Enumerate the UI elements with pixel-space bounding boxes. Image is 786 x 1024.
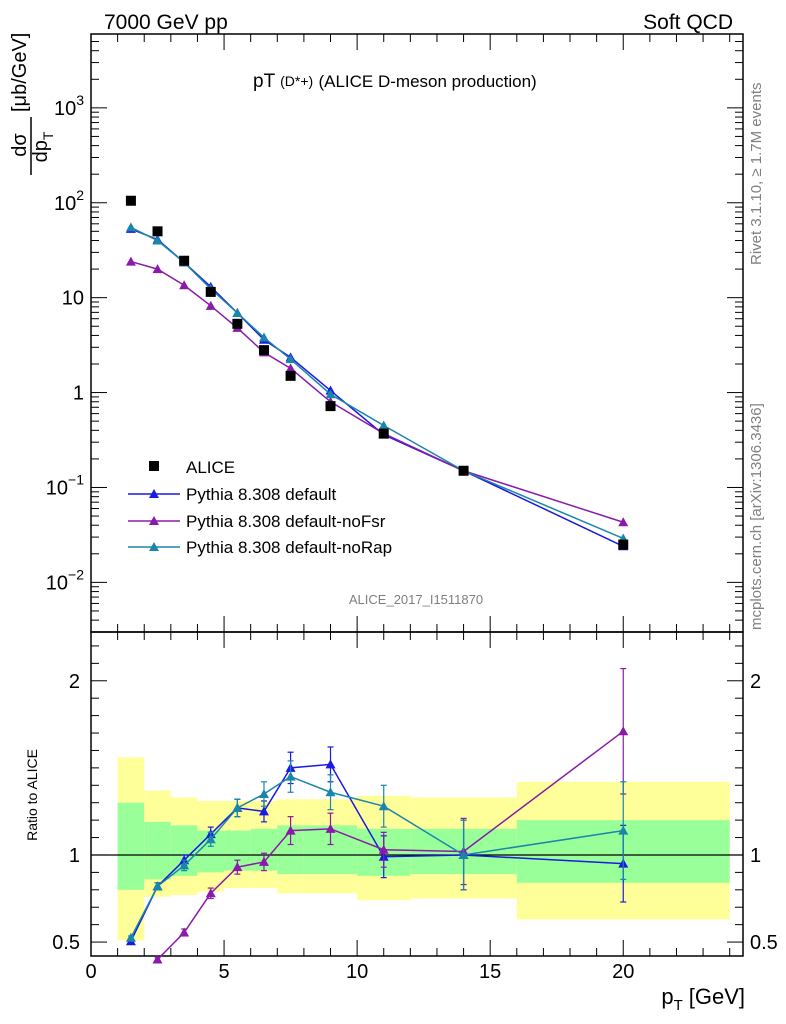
main-series-point-2 — [125, 222, 136, 232]
ratio-series-point-1 — [285, 825, 296, 835]
ratio-series-point-2 — [285, 771, 296, 781]
main-series-point-2 — [258, 332, 269, 342]
ratio-series-point-2 — [179, 860, 190, 870]
ratio-series-point-1 — [179, 927, 190, 937]
x-axis-label: pT [GeV] — [661, 984, 745, 1014]
main-series-point-2 — [285, 354, 296, 364]
x-tick-label: 5 — [218, 961, 229, 983]
x-tick-label: 0 — [85, 961, 96, 983]
ratio-series-point-2 — [125, 932, 136, 942]
main-series-point-2 — [325, 389, 336, 399]
data-point — [378, 428, 389, 439]
main-y-axis-label: dσ dpT [μb/GeV] — [9, 33, 56, 175]
y-tick-label: 10 — [62, 288, 84, 310]
ratio-series-point-2 — [618, 825, 629, 835]
ratio-series-point-1 — [258, 856, 269, 866]
ratio-series-point-1 — [232, 862, 243, 872]
main-series-line-1 — [130, 260, 624, 523]
legend-marker-data — [149, 461, 159, 471]
data-point — [125, 195, 136, 206]
x-tick-label: 15 — [479, 961, 501, 983]
legend-label-data: ALICE — [186, 458, 235, 477]
main-series-point-2 — [152, 235, 163, 245]
main-series-point-1 — [125, 256, 136, 266]
ratio-series-point-1 — [205, 888, 216, 898]
main-title-pt: pT — [253, 71, 276, 92]
ratio-y-tick-label-right: 1 — [750, 845, 761, 867]
x-tick-label: 20 — [612, 961, 634, 983]
ratio-series-point-0 — [258, 806, 269, 816]
legend-label-1: Pythia 8.308 default-noFsr — [186, 512, 386, 531]
band-inner-0 — [117, 802, 145, 890]
data-point — [232, 318, 243, 329]
y-tick-label: 10−2 — [46, 566, 84, 594]
ylabel-numerator: dσ — [9, 133, 31, 157]
ratio-series-point-2 — [378, 801, 389, 811]
main-title-rest: (ALICE D-meson production) — [318, 72, 536, 91]
y-tick-label: 103 — [54, 92, 84, 120]
main-series-point-1 — [205, 300, 216, 310]
ylabel-unit: [μb/GeV] — [9, 33, 31, 112]
main-series-point-1 — [285, 363, 296, 373]
ratio-y-tick-label-right: 2 — [750, 671, 761, 693]
legend-label-2: Pythia 8.308 default-noRap — [186, 538, 392, 557]
ratio-series-point-2 — [258, 789, 269, 798]
ratio-y-tick-label: 2 — [69, 671, 80, 693]
ratio-panel: 0 5 10 15 20 0.5 0.5 1 1 2 2 — [52, 631, 778, 983]
y-tick-label: 10−1 — [46, 471, 84, 499]
y-tick-label: 102 — [54, 187, 84, 215]
ratio-y-axis-label: Ratio to ALICE — [24, 749, 40, 841]
ratio-uncertainty-bands — [117, 757, 730, 941]
data-point — [458, 465, 469, 476]
data-point — [152, 226, 163, 237]
data-point — [205, 286, 216, 297]
ratio-y-tick-label-right: 0.5 — [750, 932, 778, 954]
ratio-series-point-1 — [152, 954, 163, 964]
legend: ALICE Pythia 8.308 default Pythia 8.308 de… — [128, 458, 392, 557]
legend-marker-0 — [149, 489, 159, 498]
analysis-label: ALICE_2017_I1511870 — [349, 592, 483, 607]
ratio-series-point-1 — [325, 823, 336, 833]
main-series-point-1 — [618, 517, 629, 527]
data-point — [179, 255, 190, 266]
ratio-y-tick-label: 1 — [69, 845, 80, 867]
y-tick-label: 1 — [73, 383, 84, 405]
x-tick-label: 10 — [346, 961, 368, 983]
ratio-series-point-2 — [232, 802, 243, 812]
legend-marker-2 — [149, 542, 159, 551]
mcplots-label: mcplots.cern.ch [arXiv:1306.3436] — [748, 403, 765, 630]
data-point — [618, 539, 629, 550]
main-series-point-1 — [152, 264, 163, 274]
ratio-series-point-2 — [152, 881, 163, 891]
main-series-point-2 — [232, 307, 243, 317]
ratio-series-point-0 — [325, 759, 336, 769]
data-point — [325, 401, 336, 412]
ratio-series-point-1 — [618, 726, 629, 736]
rivet-label: Rivet 3.1.10, ≥ 1.7M events — [748, 83, 765, 266]
ylabel-denominator: dpT — [30, 131, 56, 162]
ratio-series-line-1 — [156, 730, 624, 961]
ratio-series-point-2 — [458, 849, 469, 859]
main-title: pT (D*+) (ALICE D-meson production) — [253, 70, 537, 92]
header-right: Soft QCD — [643, 11, 733, 34]
header-left: 7000 GeV pp — [104, 11, 228, 34]
ratio-series-point-1 — [378, 844, 389, 854]
ratio-y-tick-label: 0.5 — [52, 932, 80, 954]
data-point — [285, 370, 296, 381]
legend-label-0: Pythia 8.308 default — [186, 485, 337, 504]
ratio-frame — [90, 631, 744, 957]
data-point — [258, 345, 269, 356]
band-inner-1 — [144, 821, 171, 880]
main-title-particle: (D*+) — [280, 73, 313, 89]
ratio-series-point-2 — [205, 834, 216, 844]
ratio-series-point-2 — [325, 787, 336, 797]
legend-marker-1 — [149, 516, 159, 525]
main-series-point-1 — [179, 280, 190, 290]
main-series-point-2 — [378, 420, 389, 430]
